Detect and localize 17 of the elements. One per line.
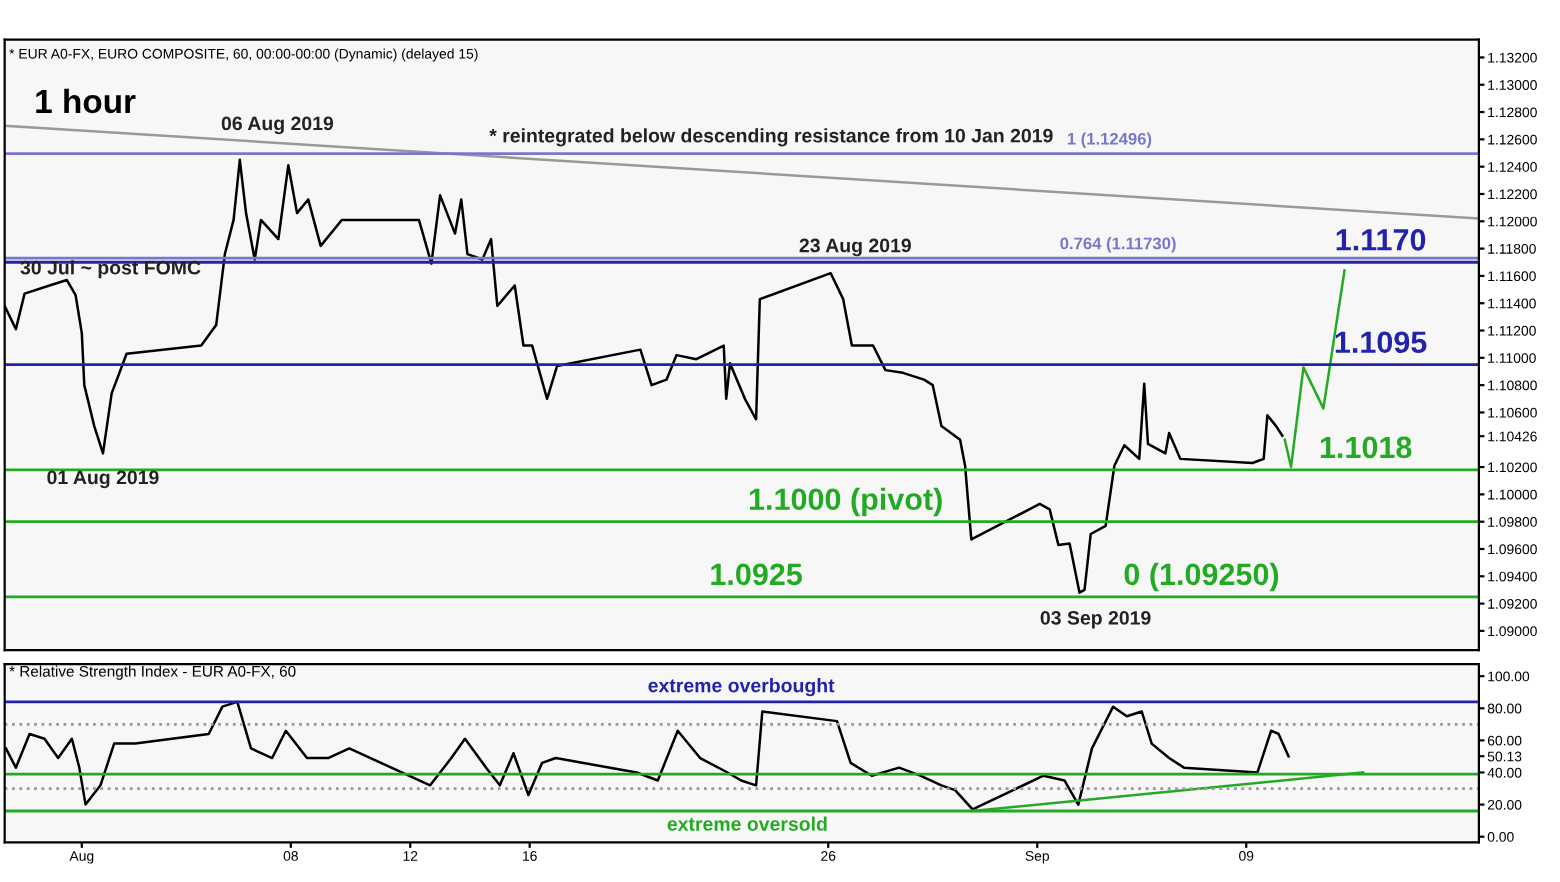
annotation: * reintegrated below descending resistance from 10 Jan 2019 [489,128,1053,147]
annotation: extreme overbought [648,678,835,697]
annotation: 03 Sep 2019 [1040,610,1151,629]
annotation: 1.1000 (pivot) [749,487,942,517]
annotation: 23 Aug 2019 [799,238,911,257]
annotation: 1.1170 [1336,229,1426,251]
annotation: 1 (1.12496) [1067,132,1152,149]
annotation: 1.1018 [1320,436,1412,459]
text: 1 hour [36,88,136,114]
annotation: extreme oversold [667,816,827,831]
annotation: 06 Aug 2019 [221,116,334,135]
annotation: 30 Jul ~ post FOMC [20,260,201,279]
annotation: 0.764 (1.11730) [1060,237,1176,253]
annotation: 1.1095 [1335,331,1427,354]
annotation: 1.0925 [711,563,802,586]
annotation: 0 (1.09250) [1124,562,1279,592]
annotation: 01 Aug 2019 [47,470,159,489]
